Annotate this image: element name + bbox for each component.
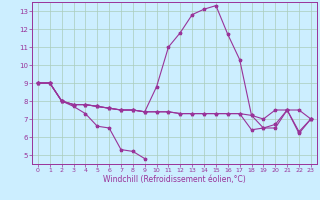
X-axis label: Windchill (Refroidissement éolien,°C): Windchill (Refroidissement éolien,°C) [103, 175, 246, 184]
